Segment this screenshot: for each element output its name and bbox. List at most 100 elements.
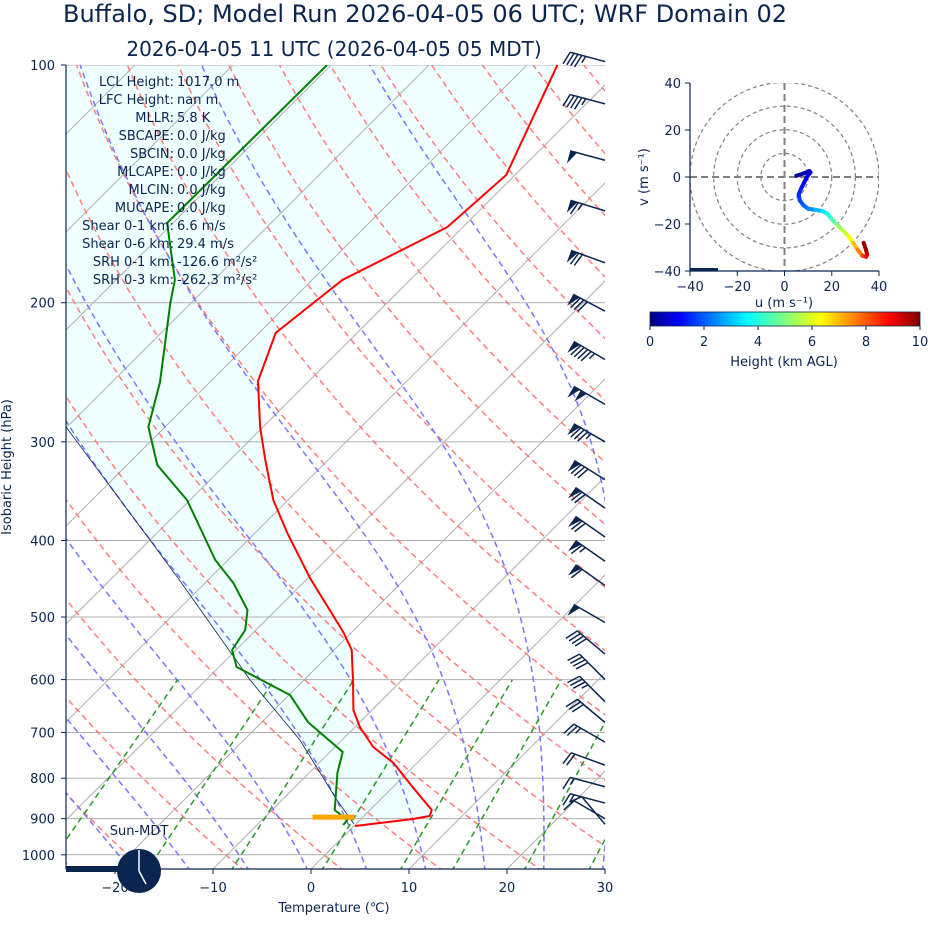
stat-value: 0.0 J/kg [177,201,226,216]
y-tick-label: 400 [30,534,55,549]
wind-barb [565,630,606,655]
isotherm [506,770,605,869]
barb-full [577,348,589,360]
mixing-ratio-line [399,679,514,869]
hodo-x-label: u (m s⁻¹) [755,296,813,311]
stat-label: MUCAPE: [115,201,174,216]
barb-full [567,653,580,662]
dewpoint-line [147,65,349,826]
barb-full [570,297,581,309]
stat-value: -262.3 m²/s² [177,273,257,288]
wind-barb [567,385,606,406]
barb-staff [570,776,606,788]
dry-adiabat [66,394,542,869]
moist-adiabat [200,65,545,869]
barb-half [581,684,589,689]
barb-full [573,299,585,311]
moist-adiabat [66,633,250,869]
stat-value: 0.0 J/kg [177,165,226,180]
dry-adiabat [532,65,605,155]
barb-half [579,546,586,553]
barb-half [569,778,575,786]
colorbar-tick-label: 4 [754,335,762,350]
barb-full [570,678,583,687]
dry-adiabat [126,65,605,652]
dry-adiabat [837,65,928,872]
barb-full [569,252,580,265]
temperature-line [256,65,559,827]
barb-pennant [566,150,577,164]
moist-adiabat [604,65,605,66]
isotherm [114,378,605,869]
mixing-ratio-line [321,679,440,869]
stat-label: MLCIN: [129,183,174,198]
hodo-y-label: v (m s⁻¹) [637,148,652,206]
y-tick-label: 200 [30,297,55,312]
x-tick-label: −10 [199,881,226,896]
barb-pennant [567,341,580,353]
wind-barb [568,486,606,509]
dry-adiabat [66,167,605,781]
barb-staff [570,199,606,212]
barb-full [570,656,583,664]
dry-adiabat [736,65,928,872]
stat-label: MLLR: [135,111,174,126]
barb-half [569,794,575,802]
barb-pennant [568,540,582,552]
wind-barb [569,796,606,825]
parcel-path-line [66,426,355,825]
barb-full [577,468,589,479]
hodo-x-tick-label: −20 [724,280,751,295]
stat-value: 1017.0 m [177,75,239,90]
barb-pennant [568,564,582,576]
wind-barb [567,423,606,443]
barb-full [573,54,583,68]
barb-full [573,429,585,440]
barb-staff [581,796,606,825]
barb-half [581,55,587,64]
dry-adiabat [278,65,605,464]
barb-pennant [566,200,578,213]
hodo-x-tick-label: −40 [676,280,703,295]
mixing-ratio-line [452,679,563,869]
barb-full [573,346,585,358]
barb-full [574,638,588,647]
isotherm [408,672,605,869]
barb-full [577,431,589,442]
colorbar-tick-label: 0 [646,335,654,350]
stat-value: 29.4 m/s [177,237,234,252]
barb-staff [570,793,606,804]
wind-barb [568,564,606,587]
stat-label: LFC Height: [99,93,174,108]
stat-value: nan m [177,93,218,108]
mixing-ratio-line [588,837,605,869]
dry-adiabat [66,498,442,869]
barb-half [577,203,583,211]
barb-full [567,675,580,684]
wind-barbs [562,51,606,825]
hodo-segment [861,240,869,252]
barb-half [581,98,587,106]
y-tick-label: 300 [30,436,55,451]
isotherm [66,65,528,527]
barb-half [588,352,596,360]
wind-barb [566,249,606,266]
wind-barb [563,799,606,820]
colorbar-tick-label: 2 [700,335,708,350]
wind-barb [565,698,606,724]
stat-label: SRH 0-3 km: [93,273,174,288]
isotherm [66,280,605,821]
barb-full [573,254,584,266]
x-tick-label: 20 [499,881,516,896]
mixing-ratio-line [147,679,276,869]
barb-pennant [567,294,580,306]
barb-staff [576,630,606,655]
isotherm [66,65,430,429]
isotherm [66,65,234,233]
barb-full [570,491,583,502]
barb-full [580,350,592,362]
x-axis-label: Temperature (℃) [277,901,389,916]
clock-icon [117,849,161,893]
barb-staff [570,93,606,105]
